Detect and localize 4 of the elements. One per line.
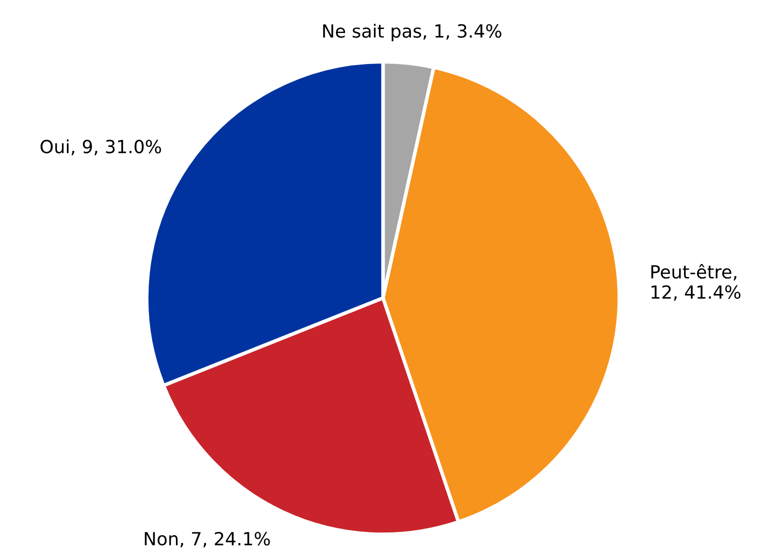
slice-label: Non, 7, 24.1% (144, 532, 270, 548)
slice-label: Peut-être, 12, 41.4% (651, 264, 740, 301)
slice-label: Oui, 9, 31.0% (40, 139, 162, 156)
slice-label: Ne sait pas, 1, 3.4% (323, 24, 502, 42)
